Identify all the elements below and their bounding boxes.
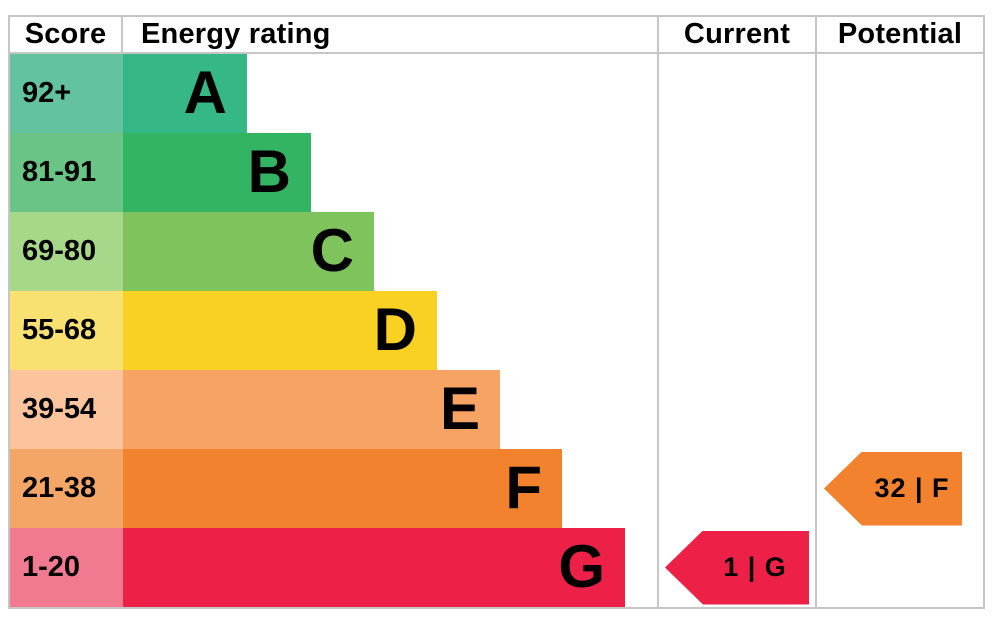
band-score-label: 92+ [22, 77, 72, 109]
band-bar: C [123, 212, 374, 291]
current-cell [657, 133, 815, 212]
band-letter: B [247, 137, 291, 205]
band-bar-cell: C [123, 212, 657, 291]
current-cell [657, 291, 815, 370]
potential-cell [815, 212, 983, 291]
band-score-cell: 69-80 [10, 212, 123, 291]
band-bar-cell: F [123, 449, 657, 528]
band-score-cell: 21-38 [10, 449, 123, 528]
band-bar: F [123, 449, 562, 528]
chart-table: Score Energy rating Current Potential 92… [8, 15, 985, 609]
potential-cell [815, 528, 983, 607]
band-letter: E [439, 374, 480, 442]
band-bar: D [123, 291, 437, 370]
band-letter: F [505, 453, 542, 521]
band-score-label: 39-54 [22, 393, 97, 425]
current-column-header: Current [657, 17, 815, 54]
current-rating-label: 1 | G [723, 552, 787, 582]
band-score-cell: 55-68 [10, 291, 123, 370]
potential-cell [815, 133, 983, 212]
potential-rating-label: 32 | F [874, 473, 950, 503]
band-score-label: 1-20 [22, 551, 81, 583]
current-cell [657, 370, 815, 449]
band-letter: D [373, 295, 417, 363]
potential-cell [815, 370, 983, 449]
current-cell [657, 212, 815, 291]
band-bar-cell: G [123, 528, 657, 607]
potential-cell: 32 | F [815, 449, 983, 528]
band-bar: A [123, 54, 247, 133]
band-score-cell: 1-20 [10, 528, 123, 607]
current-cell [657, 449, 815, 528]
band-bar-cell: E [123, 370, 657, 449]
band-bar-cell: A [123, 54, 657, 133]
band-score-cell: 81-91 [10, 133, 123, 212]
potential-rating-arrow: 32 | F [824, 451, 962, 526]
energy-rating-column-header: Energy rating [123, 17, 657, 54]
band-score-label: 69-80 [22, 235, 97, 267]
current-rating-arrow: 1 | G [665, 530, 809, 605]
band-bar: B [123, 133, 311, 212]
band-score-label: 21-38 [22, 472, 97, 504]
band-score-cell: 92+ [10, 54, 123, 133]
band-letter: A [183, 58, 227, 126]
band-score-label: 81-91 [22, 156, 97, 188]
band-letter: C [310, 216, 354, 284]
band-bar: G [123, 528, 625, 607]
potential-cell [815, 291, 983, 370]
band-bar: E [123, 370, 500, 449]
current-cell [657, 54, 815, 133]
band-letter: G [558, 532, 605, 600]
potential-column-header: Potential [815, 17, 983, 54]
current-cell: 1 | G [657, 528, 815, 607]
band-score-cell: 39-54 [10, 370, 123, 449]
potential-cell [815, 54, 983, 133]
score-column-header: Score [10, 17, 123, 54]
band-bar-cell: B [123, 133, 657, 212]
band-bar-cell: D [123, 291, 657, 370]
band-score-label: 55-68 [22, 314, 97, 346]
